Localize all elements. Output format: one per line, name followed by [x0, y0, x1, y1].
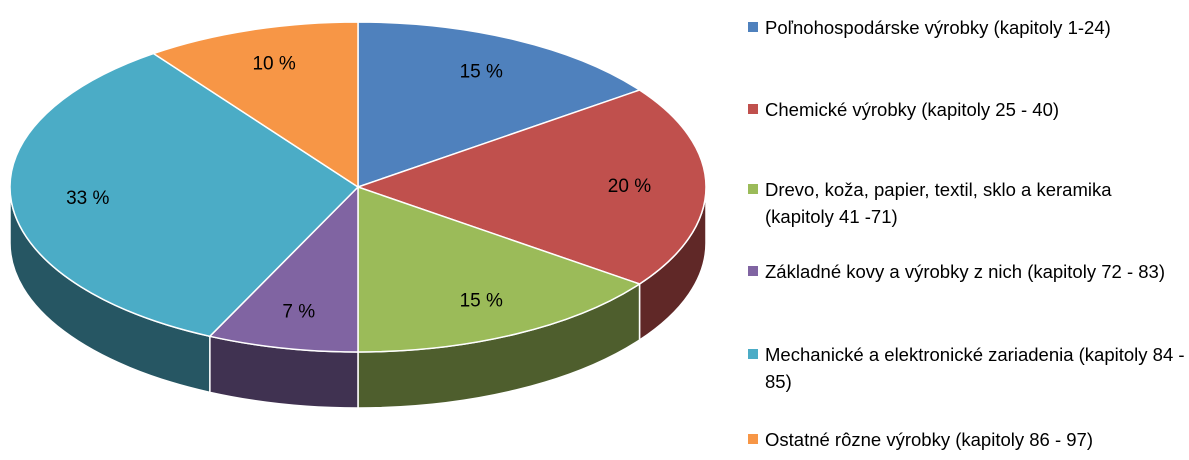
legend-entry: Poľnohospodárske výrobky (kapitoly 1-24) — [745, 14, 1185, 41]
data-label: 15 % — [460, 61, 503, 82]
legend-label: Drevo, koža, papier, textil, sklo a kera… — [765, 179, 1112, 227]
legend-label: Ostatné rôzne výrobky (kapitoly 86 - 97) — [765, 429, 1094, 450]
data-label: 7 % — [282, 302, 315, 323]
legend-entry: Základné kovy a výrobky z nich (kapitoly… — [745, 258, 1185, 285]
legend-entry: Mechanické a elektronické zariadenia (ka… — [745, 341, 1185, 395]
legend-label: Mechanické a elektronické zariadenia (ka… — [765, 344, 1185, 392]
slice — [355, 89, 707, 285]
legend-swatch — [748, 266, 758, 276]
legend-entry: Chemické výrobky (kapitoly 25 - 40) — [745, 96, 1185, 123]
legend-swatch — [748, 434, 758, 444]
data-label: 15 % — [460, 291, 503, 312]
slice — [9, 52, 360, 338]
legend-entry: Drevo, koža, papier, textil, sklo a kera… — [745, 176, 1185, 230]
slice — [357, 21, 642, 189]
legend-swatch — [748, 349, 758, 359]
legend-label: Základné kovy a výrobky z nich (kapitoly… — [765, 261, 1165, 282]
legend-swatch — [748, 184, 758, 194]
legend-swatch — [748, 104, 758, 114]
slice — [357, 185, 642, 353]
data-label: 20 % — [608, 176, 651, 197]
legend-swatch — [748, 22, 758, 32]
legend-label: Poľnohospodárske výrobky (kapitoly 1-24) — [765, 17, 1111, 38]
slice — [151, 21, 359, 189]
slice — [208, 185, 359, 353]
data-label: 33 % — [66, 188, 109, 209]
legend-entry: Ostatné rôzne výrobky (kapitoly 86 - 97) — [745, 426, 1185, 453]
pie-plot: 15 % 20 % 15 % 7 % 33 % 10 % — [9, 21, 707, 409]
data-label: 10 % — [252, 54, 295, 75]
legend-label: Chemické výrobky (kapitoly 25 - 40) — [765, 99, 1060, 120]
